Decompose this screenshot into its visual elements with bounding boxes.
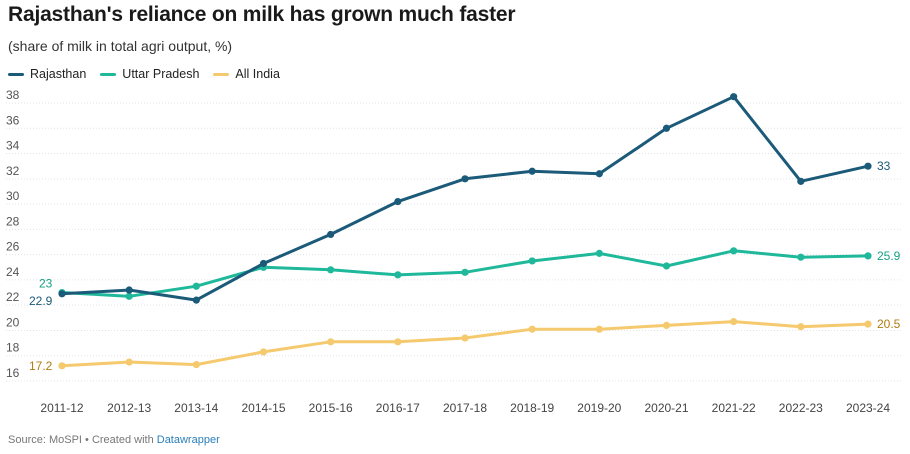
end-label-rajasthan: 33 xyxy=(877,159,891,173)
x-tick-label-2011-12: 2011-12 xyxy=(40,401,83,415)
data-point-all-india-2012-13 xyxy=(125,358,133,366)
series-line-all-india xyxy=(60,320,870,368)
y-tick-label-16: 16 xyxy=(6,366,20,380)
data-point-all-india-2011-12 xyxy=(58,362,66,370)
data-point-all-india-2020-21 xyxy=(662,321,671,329)
data-point-uttar-pradesh-2016-17 xyxy=(394,271,402,279)
data-point-rajasthan-2015-16 xyxy=(327,230,335,239)
data-point-all-india-2021-22 xyxy=(730,318,738,326)
x-tick-label-2017-18: 2017-18 xyxy=(443,401,487,415)
y-tick-label-24: 24 xyxy=(6,265,20,279)
x-tick-label-2013-14: 2013-14 xyxy=(174,401,218,415)
x-tick-label-2020-21: 2020-21 xyxy=(644,401,688,415)
chart-subtitle: (share of milk in total agri output, %) xyxy=(8,38,233,54)
data-point-uttar-pradesh-2023-24 xyxy=(864,252,872,260)
legend-label-all-india: All India xyxy=(235,67,280,81)
y-tick-label-38: 38 xyxy=(6,88,20,102)
end-label-uttar-pradesh: 25.9 xyxy=(877,249,901,263)
footer: Source: MoSPI • Created with Datawrapper xyxy=(8,434,220,446)
x-tick-label-2012-13: 2012-13 xyxy=(107,401,151,415)
data-point-rajasthan-2014-15 xyxy=(259,259,268,268)
y-tick-label-36: 36 xyxy=(6,113,20,127)
legend-label-rajasthan: Rajasthan xyxy=(30,67,87,81)
x-tick-label-2016-17: 2016-17 xyxy=(376,401,420,415)
data-point-uttar-pradesh-2020-21 xyxy=(662,262,671,270)
y-tick-label-22: 22 xyxy=(6,290,20,304)
data-point-all-india-2015-16 xyxy=(327,338,335,346)
y-tick-label-32: 32 xyxy=(6,164,20,178)
data-point-rajasthan-2011-12 xyxy=(58,290,66,298)
y-tick-label-28: 28 xyxy=(6,214,20,228)
legend-item-all-india: All India xyxy=(213,67,280,81)
data-point-uttar-pradesh-2015-16 xyxy=(327,266,335,274)
source-text: Source: MoSPI • Created with xyxy=(8,434,157,446)
data-point-all-india-2014-15 xyxy=(259,348,268,356)
data-point-rajasthan-2022-23 xyxy=(797,177,805,185)
y-tick-label-26: 26 xyxy=(6,240,20,254)
data-point-rajasthan-2023-24 xyxy=(864,162,872,170)
legend-item-uttar-pradesh: Uttar Pradesh xyxy=(100,67,199,81)
start-label-uttar-pradesh: 23 xyxy=(39,277,53,291)
data-point-rajasthan-2021-22 xyxy=(730,93,738,101)
x-tick-label-2023-24: 2023-24 xyxy=(846,401,890,415)
legend-label-uttar-pradesh: Uttar Pradesh xyxy=(122,67,200,81)
data-point-rajasthan-2019-20 xyxy=(595,170,603,178)
y-tick-label-34: 34 xyxy=(6,139,20,153)
data-point-uttar-pradesh-2018-19 xyxy=(528,257,536,265)
x-tick-label-2018-19: 2018-19 xyxy=(510,401,554,415)
x-tick-label-2019-20: 2019-20 xyxy=(577,401,621,415)
start-label-all-india: 17.2 xyxy=(29,359,53,373)
data-point-rajasthan-2016-17 xyxy=(394,197,402,206)
legend: Rajasthan Uttar Pradesh All India xyxy=(8,67,280,81)
y-tick-label-30: 30 xyxy=(6,189,20,203)
end-label-all-india: 20.5 xyxy=(877,317,901,331)
data-point-rajasthan-2018-19 xyxy=(528,167,536,175)
legend-item-rajasthan: Rajasthan xyxy=(8,67,86,81)
data-point-all-india-2013-14 xyxy=(192,360,200,369)
data-point-all-india-2022-23 xyxy=(797,323,805,331)
data-point-uttar-pradesh-2022-23 xyxy=(797,253,805,261)
start-label-rajasthan: 22.9 xyxy=(29,294,53,308)
data-point-all-india-2016-17 xyxy=(394,338,402,346)
x-tick-label-2021-22: 2021-22 xyxy=(712,401,756,415)
y-tick-label-18: 18 xyxy=(6,341,20,355)
legend-swatch-uttar-pradesh xyxy=(100,72,117,76)
legend-swatch-rajasthan xyxy=(8,72,24,76)
chart-title: Rajasthan's reliance on milk has grown m… xyxy=(8,3,516,26)
data-point-all-india-2018-19 xyxy=(528,325,536,333)
x-tick-label-2014-15: 2014-15 xyxy=(241,401,285,415)
data-point-rajasthan-2017-18 xyxy=(461,175,469,183)
data-point-uttar-pradesh-2017-18 xyxy=(461,268,469,276)
legend-swatch-all-india xyxy=(213,72,230,76)
data-point-all-india-2023-24 xyxy=(864,320,872,328)
data-point-rajasthan-2012-13 xyxy=(125,286,133,294)
data-point-uttar-pradesh-2013-14 xyxy=(192,282,200,290)
x-tick-label-2022-23: 2022-23 xyxy=(779,401,823,415)
data-point-rajasthan-2013-14 xyxy=(192,296,200,304)
datawrapper-link[interactable]: Datawrapper xyxy=(156,434,220,446)
data-point-all-india-2017-18 xyxy=(461,334,469,342)
data-point-uttar-pradesh-2019-20 xyxy=(595,249,603,257)
data-point-uttar-pradesh-2021-22 xyxy=(730,247,738,255)
data-point-all-india-2019-20 xyxy=(595,325,603,333)
data-point-uttar-pradesh-2012-13 xyxy=(125,292,133,300)
y-tick-label-20: 20 xyxy=(6,315,20,329)
data-point-rajasthan-2020-21 xyxy=(662,124,671,132)
x-tick-label-2015-16: 2015-16 xyxy=(309,401,353,415)
